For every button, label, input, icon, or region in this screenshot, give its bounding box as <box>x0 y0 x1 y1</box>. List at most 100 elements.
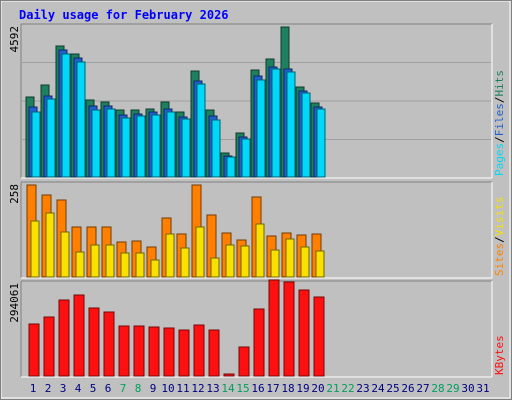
bar-pages-day-17 <box>271 68 281 178</box>
legend-visits-sites: Sites/Visits <box>493 197 506 277</box>
x-tick-day-22: 22 <box>341 382 354 395</box>
x-tick-day-10: 10 <box>161 382 174 395</box>
bar-pages-day-19 <box>301 92 311 178</box>
bar-kbytes-day-5 <box>88 307 100 377</box>
x-tick-day-24: 24 <box>371 382 385 395</box>
bar-sites-day-20 <box>315 250 325 278</box>
x-tick-day-23: 23 <box>356 382 369 395</box>
bar-sites-day-12 <box>195 226 205 278</box>
bar-pages-day-12 <box>196 83 206 178</box>
bar-pages-day-11 <box>181 118 191 178</box>
bar-pages-day-13 <box>211 119 221 178</box>
bar-pages-day-18 <box>286 71 296 178</box>
x-tick-day-29: 29 <box>446 382 459 395</box>
bar-kbytes-day-2 <box>43 316 55 377</box>
bar-sites-day-15 <box>240 245 250 278</box>
bar-kbytes-day-14 <box>223 373 235 377</box>
x-tick-day-17: 17 <box>266 382 279 395</box>
bar-pages-day-20 <box>316 108 326 178</box>
bar-kbytes-day-17 <box>268 279 280 377</box>
bar-kbytes-day-16 <box>253 308 265 377</box>
x-tick-day-4: 4 <box>75 382 82 395</box>
legend-entry: / <box>493 97 506 104</box>
x-tick-day-16: 16 <box>251 382 264 395</box>
bar-pages-day-6 <box>106 108 116 178</box>
bar-sites-day-1 <box>30 220 40 278</box>
panel-visits-sites: 258 Sites/Visits <box>8 181 506 279</box>
bar-sites-day-2 <box>45 212 55 278</box>
x-axis-day-labels: 1 2 3 4 5 6 7 8 9 10 11 12 13 14 15 16 17 18 19 20 21 22 23 24 2… <box>30 382 490 395</box>
x-tick-day-11: 11 <box>176 382 189 395</box>
x-tick-day-1: 1 <box>30 382 37 395</box>
x-tick-day-5: 5 <box>90 382 97 395</box>
bar-pages-day-5 <box>91 109 101 178</box>
bar-pages-day-15 <box>241 138 251 178</box>
x-tick-day-6: 6 <box>105 382 112 395</box>
legend-entry: Hits <box>493 70 506 97</box>
bar-kbytes-day-11 <box>178 329 190 377</box>
bar-pages-day-4 <box>76 61 86 178</box>
bar-sites-day-9 <box>150 259 160 278</box>
y-max-label: 4592 <box>8 26 21 53</box>
x-tick-day-18: 18 <box>281 382 294 395</box>
x-tick-day-25: 25 <box>386 382 399 395</box>
x-tick-day-2: 2 <box>45 382 52 395</box>
bar-kbytes-day-20 <box>313 296 325 377</box>
bar-sites-day-13 <box>210 257 220 278</box>
bar-kbytes-day-12 <box>193 324 205 377</box>
bar-sites-day-11 <box>180 247 190 278</box>
x-tick-day-13: 13 <box>206 382 219 395</box>
bar-pages-day-1 <box>31 111 41 178</box>
bar-kbytes-day-13 <box>208 329 220 377</box>
bar-pages-day-10 <box>166 111 176 178</box>
bar-pages-day-3 <box>61 53 71 178</box>
chart-title: Daily usage for February 2026 <box>19 8 229 22</box>
x-tick-day-12: 12 <box>191 382 204 395</box>
x-tick-day-14: 14 <box>221 382 235 395</box>
bar-kbytes-day-19 <box>298 289 310 377</box>
x-tick-day-19: 19 <box>296 382 309 395</box>
bar-kbytes-day-6 <box>103 311 115 377</box>
legend-entry: KBytes <box>493 335 506 375</box>
bar-sites-day-7 <box>120 252 130 278</box>
bar-kbytes-day-4 <box>73 294 85 377</box>
legend-entry: Sites <box>493 243 506 276</box>
bar-sites-day-17 <box>270 249 280 278</box>
bar-sites-day-16 <box>255 223 265 278</box>
bar-sites-day-19 <box>300 246 310 278</box>
y-max-label: 258 <box>8 184 21 204</box>
x-tick-day-7: 7 <box>120 382 127 395</box>
bar-kbytes-day-10 <box>163 327 175 377</box>
bar-sites-day-8 <box>135 252 145 278</box>
bar-kbytes-day-7 <box>118 325 130 377</box>
bar-sites-day-10 <box>165 233 175 278</box>
panels-layer: 4592Pages/Files/Hits258Sites/Visits29406… <box>8 23 506 378</box>
x-tick-day-20: 20 <box>311 382 324 395</box>
y-max-label: 294061 <box>8 283 21 323</box>
legend-entry: / <box>493 236 506 243</box>
bar-sites-day-14 <box>225 244 235 278</box>
bar-kbytes-day-3 <box>58 299 70 377</box>
x-tick-day-27: 27 <box>416 382 429 395</box>
bar-sites-day-6 <box>105 244 115 278</box>
legend-pages-files-hits: Pages/Files/Hits <box>493 70 506 176</box>
x-tick-day-15: 15 <box>236 382 249 395</box>
legend-entry: / <box>493 136 506 143</box>
x-tick-day-31: 31 <box>476 382 489 395</box>
bar-pages-day-16 <box>256 79 266 178</box>
bar-pages-day-9 <box>151 114 161 178</box>
x-tick-day-30: 30 <box>461 382 474 395</box>
bar-pages-day-14 <box>226 156 236 178</box>
x-tick-day-3: 3 <box>60 382 67 395</box>
bar-sites-day-3 <box>60 231 70 278</box>
legend-entry: Files <box>493 103 506 136</box>
legend-entry: Pages <box>493 143 506 176</box>
legend-kbytes: KBytes <box>493 335 506 375</box>
x-tick-day-9: 9 <box>150 382 157 395</box>
x-tick-day-21: 21 <box>326 382 339 395</box>
x-tick-day-8: 8 <box>135 382 142 395</box>
bar-kbytes-day-18 <box>283 281 295 377</box>
x-tick-day-26: 26 <box>401 382 414 395</box>
